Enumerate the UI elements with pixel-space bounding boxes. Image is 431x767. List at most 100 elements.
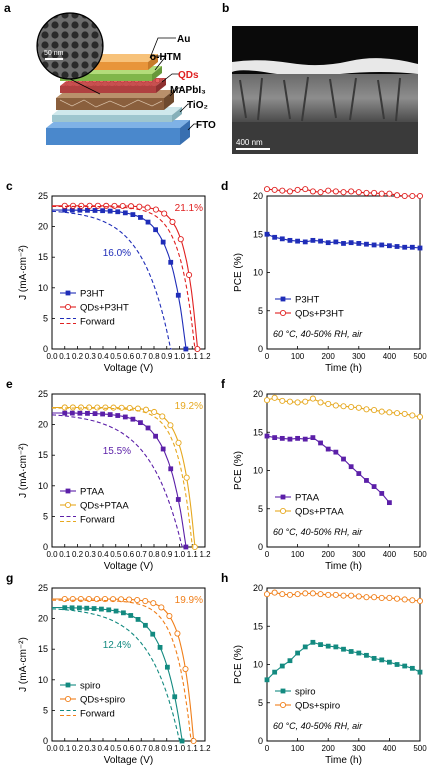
data-point-qd	[401, 596, 408, 603]
plot-frame	[266, 393, 421, 548]
legend-label: Forward	[80, 515, 115, 526]
au-layer-side	[148, 54, 158, 70]
sem-grains	[239, 76, 401, 122]
data-point-qd	[363, 189, 370, 196]
x-tick-label: 1.2	[199, 352, 211, 361]
data-point-qd	[111, 202, 118, 209]
data-point-qd	[61, 404, 68, 411]
data-point-qd	[127, 203, 135, 210]
data-point-control	[100, 411, 106, 417]
data-point-control	[348, 649, 354, 654]
data-point-qd	[371, 189, 378, 196]
panel-letter-f: f	[221, 377, 226, 391]
legend-marker	[64, 501, 72, 509]
legend-label: QDs+spiro	[80, 695, 125, 706]
data-point-qd	[363, 594, 370, 601]
x-tick-label: 0.3	[85, 550, 97, 559]
data-point-control	[160, 446, 166, 452]
leader-fto	[187, 123, 198, 131]
data-point-control	[279, 663, 285, 669]
y-tick-label: 15	[38, 644, 48, 654]
x-tick-label: 0.7	[136, 550, 148, 559]
data-point-qd	[134, 596, 141, 604]
x-tick-label: 0.1	[59, 550, 71, 559]
data-point-qd	[325, 591, 332, 598]
legend-label: QDs+P3HT	[80, 303, 129, 314]
data-point-qd	[118, 404, 125, 411]
data-point-qd	[286, 398, 293, 405]
annotation-control-pce: 12.4%	[103, 640, 131, 651]
data-point-qd	[355, 593, 362, 600]
y-axis-label: J (mA·cm⁻²)	[18, 443, 29, 498]
data-point-control	[272, 435, 278, 441]
forward-scan-line	[52, 599, 193, 742]
data-point-qd	[161, 210, 168, 217]
legend-label: PTAA	[295, 493, 320, 504]
data-point-control	[379, 657, 385, 663]
data-point-control	[160, 239, 166, 245]
data-point-qd	[271, 186, 278, 193]
data-point-control	[364, 478, 369, 483]
data-point-qd	[152, 206, 159, 213]
data-point-control	[100, 208, 106, 214]
data-point-qd	[271, 394, 278, 401]
annotation-control-pce: 16.0%	[103, 248, 131, 259]
x-tick-label: 0.8	[148, 744, 160, 753]
data-point-control	[333, 644, 339, 650]
panel-a: a	[4, 1, 216, 145]
x-tick-label: 0.1	[59, 352, 71, 361]
data-point-control	[409, 665, 415, 671]
x-axis-label: Voltage (V)	[104, 363, 153, 374]
legend-label: spiro	[80, 681, 101, 692]
data-point-qd	[386, 594, 393, 601]
data-point-qd	[279, 397, 286, 404]
afm-image	[37, 13, 103, 79]
sem-perovskite-band	[232, 74, 418, 122]
data-point-qd	[409, 597, 416, 604]
data-point-control	[142, 622, 148, 628]
x-tick-label: 0.5	[110, 744, 122, 753]
data-point-qd	[355, 189, 362, 196]
legend-label: QDs+PTAA	[80, 501, 129, 512]
data-point-control	[77, 410, 83, 416]
legend-label: PTAA	[80, 487, 105, 498]
data-point-control	[402, 244, 408, 250]
label-qds: QDs	[178, 70, 199, 81]
annotation-qd-pce: 19.9%	[175, 595, 203, 606]
data-point-qd	[159, 413, 166, 420]
mapbi3-layer	[56, 98, 164, 110]
data-point-qd	[317, 189, 324, 196]
data-point-control	[302, 239, 308, 245]
y-tick-label: 0	[258, 542, 263, 552]
x-tick-label: 0.1	[59, 744, 71, 753]
y-tick-label: 0	[258, 736, 263, 746]
data-point-control	[264, 231, 270, 237]
data-point-control	[333, 449, 339, 455]
afm-scale-label: 50 nm	[44, 50, 64, 57]
data-point-qd	[166, 612, 173, 620]
data-point-control	[92, 411, 98, 417]
legend-marker	[64, 695, 72, 703]
x-axis-label: Time (h)	[325, 561, 362, 572]
data-point-control	[287, 436, 293, 442]
x-tick-label: 0.4	[97, 744, 109, 753]
x-tick-label: 1.1	[187, 550, 199, 559]
label-au: Au	[177, 34, 190, 45]
legend-marker	[280, 688, 286, 694]
data-point-qd	[279, 187, 286, 194]
data-point-control	[128, 613, 134, 618]
data-point-qd	[294, 399, 301, 406]
data-point-control	[99, 606, 104, 612]
legend-marker	[65, 682, 71, 688]
data-point-control	[394, 244, 400, 249]
x-tick-label: 0.0	[46, 550, 58, 559]
data-point-qd	[416, 413, 424, 421]
y-tick-label: 0	[43, 736, 48, 746]
plot-frame	[266, 195, 421, 350]
data-point-qd	[69, 202, 77, 209]
series-line-qd	[52, 406, 197, 548]
x-tick-label: 1.1	[187, 744, 199, 753]
data-point-control	[69, 605, 75, 611]
panel-d: d 0 100 200 300 400 500 0 5 10 15 20 Time (h) PCE (%)…	[221, 179, 427, 374]
plot-frame	[51, 195, 206, 350]
